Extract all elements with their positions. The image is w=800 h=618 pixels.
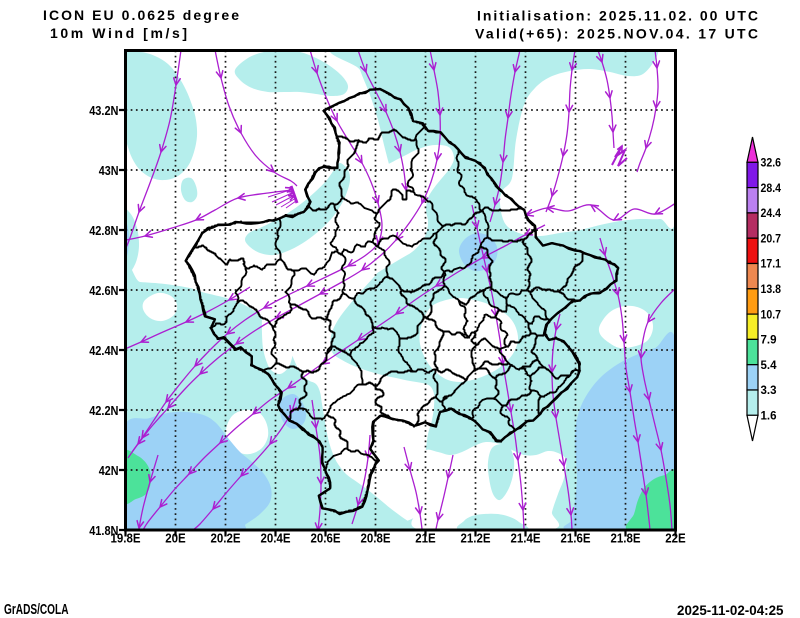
svg-text:17.1: 17.1 [761,257,782,271]
svg-text:42.4N: 42.4N [89,343,118,358]
svg-text:10m Wind [m/s]: 10m Wind [m/s] [50,25,187,41]
svg-text:28.4: 28.4 [761,181,782,195]
svg-text:24.4: 24.4 [761,206,782,220]
svg-text:20.6E: 20.6E [311,530,341,545]
svg-text:21.4E: 21.4E [511,530,541,545]
svg-text:41.8N: 41.8N [89,523,118,538]
svg-text:3.3: 3.3 [761,383,777,397]
svg-text:42.2N: 42.2N [89,403,118,418]
svg-text:21E: 21E [415,530,436,545]
svg-text:43N: 43N [99,163,119,178]
svg-text:20.8E: 20.8E [361,530,391,545]
svg-text:22E: 22E [665,530,686,545]
svg-text:42.8N: 42.8N [89,223,118,238]
svg-text:43.2N: 43.2N [89,103,118,118]
svg-text:21.2E: 21.2E [461,530,491,545]
svg-text:20.2E: 20.2E [211,530,241,545]
svg-text:19.8E: 19.8E [111,530,141,545]
svg-text:21.8E: 21.8E [611,530,641,545]
svg-text:20.4E: 20.4E [261,530,291,545]
svg-text:2025-11-02-04:25: 2025-11-02-04:25 [677,602,784,618]
svg-text:ICON EU 0.0625 degree: ICON EU 0.0625 degree [43,7,239,23]
svg-text:21.6E: 21.6E [561,530,591,545]
svg-text:13.8: 13.8 [761,282,782,296]
svg-text:Valid(+65): 2025.NOV.04. 17 UT: Valid(+65): 2025.NOV.04. 17 UTC [475,26,758,42]
svg-text:42.6N: 42.6N [89,283,118,298]
svg-text:GrADS/COLA: GrADS/COLA [4,602,69,618]
svg-text:1.6: 1.6 [761,409,777,423]
svg-text:5.4: 5.4 [761,358,777,372]
svg-text:7.9: 7.9 [761,333,777,347]
svg-text:Initialisation: 2025.11.02. 00: Initialisation: 2025.11.02. 00 UTC [477,8,758,24]
svg-text:20.7: 20.7 [761,231,782,245]
svg-text:10.7: 10.7 [761,307,782,321]
svg-text:32.6: 32.6 [761,156,782,170]
svg-text:42N: 42N [99,463,119,478]
svg-text:20E: 20E [165,530,186,545]
